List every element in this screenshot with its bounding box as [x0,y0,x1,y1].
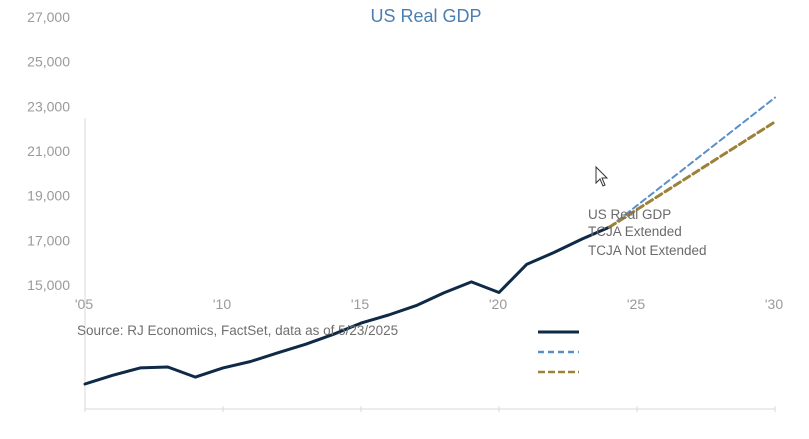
series-line-1 [83,225,611,386]
legend-label: US Real GDP [588,207,671,222]
x-tick-label: '20 [489,296,507,312]
x-axis-ticks: '05 '10 '15 '20 '25 '30 [75,296,783,412]
y-tick-label: 19,000 [27,188,70,204]
series-line-3 [607,120,777,229]
x-tick-label: '15 [351,296,369,312]
x-tick-label: '30 [765,296,783,312]
y-axis-ticks: 15,000 17,000 19,000 21,000 23,000 25,000 27,0… [27,9,70,293]
y-tick-label: 17,000 [27,232,70,248]
series-line-2 [608,96,776,229]
mouse-cursor-icon [595,165,609,187]
x-tick-label: '05 [75,296,93,312]
source-note: Source: RJ Economics, FactSet, data as o… [77,323,398,338]
legend-label: TCJA Not Extended [588,243,707,258]
y-tick-label: 27,000 [27,9,70,25]
legend-swatches [538,330,579,374]
x-tick-label: '10 [213,296,231,312]
chart-title: US Real GDP [370,6,481,26]
x-tick-label: '25 [627,296,645,312]
y-tick-label: 15,000 [27,277,70,293]
legend-labels: US Real GDP TCJA Extended TCJA Not Extende… [588,207,707,258]
y-tick-label: 21,000 [27,143,70,159]
legend-label: TCJA Extended [588,224,682,239]
y-tick-label: 23,000 [27,98,70,114]
series-lines [83,96,777,386]
y-tick-label: 25,000 [27,54,70,70]
